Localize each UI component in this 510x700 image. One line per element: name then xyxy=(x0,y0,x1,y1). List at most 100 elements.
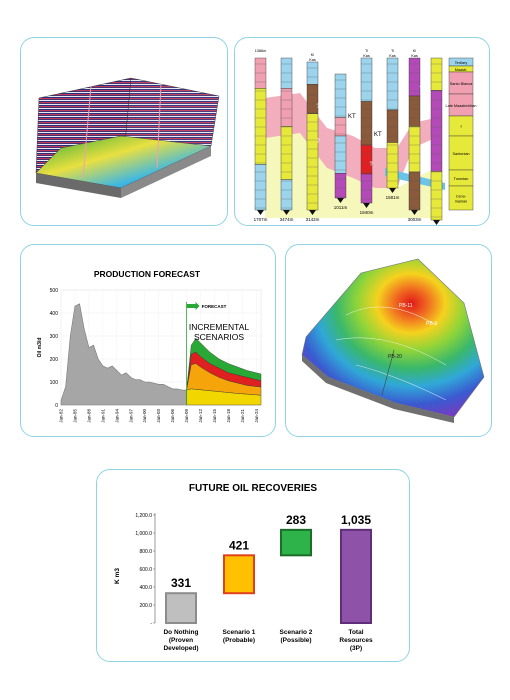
well-column-segment xyxy=(280,126,293,180)
production-forecast-chart: PRODUCTION FORECAST 0 100 200 300 400 500 Jan-… xyxy=(37,269,262,423)
well-column-segment xyxy=(360,57,373,102)
bar-value-label: 421 xyxy=(229,538,249,552)
x-tick-label: Jan-06 xyxy=(170,409,175,423)
y-tick-label: 400 xyxy=(50,311,59,317)
well-top-label: Ti xyxy=(365,49,368,53)
well-column-segment xyxy=(306,61,319,85)
x-tick-label: Jan-09 xyxy=(184,409,189,423)
x-tick-label: Jan-88 xyxy=(86,409,91,423)
well-column-segment xyxy=(386,142,399,189)
strat-label: ? xyxy=(460,125,462,129)
recovery-bar xyxy=(340,528,372,624)
well-top-label: Kas xyxy=(389,54,396,58)
x-tick-label: Jan-24 xyxy=(254,409,259,423)
well-column-segment xyxy=(334,117,347,137)
well-depth-label: 3142m xyxy=(306,217,320,222)
well-column-segment xyxy=(360,173,373,204)
x-tick-label: Jan-91 xyxy=(100,409,105,423)
production-forecast-panel: PRODUCTION FORECAST 0 100 200 300 400 500 Jan-… xyxy=(20,244,276,437)
y-tick-label: 200.0 xyxy=(139,603,152,609)
recovery-bar xyxy=(165,592,197,624)
question-mark: ? xyxy=(316,139,320,145)
strat-label: Ceno- xyxy=(456,195,467,199)
well-top-label: Ki xyxy=(311,53,315,57)
forecast-arrow xyxy=(186,302,200,310)
well-column-segment xyxy=(306,113,319,211)
x-tick-label: Jan-21 xyxy=(240,409,245,423)
history-series xyxy=(60,303,187,406)
well-depth-label: 1940m xyxy=(360,210,374,215)
x-tick-label: Jan-94 xyxy=(114,409,119,423)
category-label: Scenario 2 xyxy=(280,629,313,636)
well-base-arrow xyxy=(363,203,370,208)
well-column-segment xyxy=(254,57,267,89)
kt-label: KT xyxy=(374,132,382,138)
base-forecast-series xyxy=(186,388,262,406)
well-column-segment xyxy=(334,172,347,199)
well-column-segment xyxy=(430,171,443,221)
category-label: Resources xyxy=(339,637,373,644)
strat-label: manian xyxy=(455,200,467,204)
recoveries-ylabel: K m3 xyxy=(114,568,121,584)
well-top-label: Kas xyxy=(363,54,370,58)
well-top-label: Kas xyxy=(411,54,418,58)
well-column-segment xyxy=(334,73,347,118)
well-column-segment xyxy=(408,95,421,127)
well-column-segment xyxy=(408,171,421,211)
category-label: (Proven xyxy=(169,637,193,644)
well-column-segment xyxy=(280,179,293,211)
x-tick-label: Jan-12 xyxy=(198,409,203,423)
x-tick-label: Jan-85 xyxy=(72,409,77,423)
well-column-segment xyxy=(254,164,267,211)
y-tick-label: 400.0 xyxy=(139,585,152,591)
question-mark: ? xyxy=(316,104,320,110)
well-label-pb11: PB-11 xyxy=(399,303,413,309)
structure-map-image: PB-11 PB-20 PB-9 xyxy=(301,258,485,423)
structure-map-panel: PB-11 PB-20 PB-9 xyxy=(285,244,492,437)
category-label: Do Nothing xyxy=(163,629,198,636)
well-top-label: Ki xyxy=(413,49,417,53)
well-label-pb9: PB-9 xyxy=(426,321,437,327)
forecast-label: FORECAST xyxy=(202,304,227,309)
recoveries-title: FUTURE OIL RECOVERIES xyxy=(189,483,317,494)
y-tick-label: - xyxy=(150,621,152,627)
strat-label: Santonian xyxy=(452,152,469,156)
well-depth-label: 1581m xyxy=(386,195,400,200)
well-correlation-panel: 1707m3474m3142m1011m1940m1581m3003m3425m… xyxy=(234,37,490,226)
well-base-arrow xyxy=(433,220,440,225)
recovery-bar xyxy=(280,528,312,557)
well-column-segment xyxy=(280,57,293,89)
well-base-arrow xyxy=(337,198,344,203)
category-label: Developed) xyxy=(163,645,198,652)
question-mark: ? xyxy=(419,86,423,92)
well-base-arrow xyxy=(283,210,290,215)
bar-value-label: 283 xyxy=(286,513,306,527)
incremental-label: SCENARIOS xyxy=(194,332,244,342)
chart-title: PRODUCTION FORECAST xyxy=(94,269,201,279)
question-mark: ? xyxy=(369,162,373,168)
x-tick-label: Jan-82 xyxy=(59,409,64,423)
y-tick-label: 1,000.0 xyxy=(135,531,152,537)
well-column-segment xyxy=(386,57,399,111)
category-label: (Possible) xyxy=(280,637,311,644)
strat-label: Tertiary xyxy=(455,61,468,65)
strat-band xyxy=(448,135,474,171)
well-column-segment xyxy=(430,90,443,172)
seismic-cube-panel xyxy=(20,37,228,226)
category-label: (Probable) xyxy=(223,637,255,644)
seismic-cube-image xyxy=(35,77,220,198)
y-tick-label: 0 xyxy=(55,403,58,409)
y-axis-label: Oil m3/d xyxy=(37,338,43,358)
well-column-segment xyxy=(280,88,293,127)
well-column-segment xyxy=(360,144,373,175)
x-tick-label: Jan-97 xyxy=(128,409,133,423)
well-label-pb20: PB-20 xyxy=(388,354,402,360)
y-tick-label: 300 xyxy=(50,334,59,340)
well-depth-label: 1707m xyxy=(254,217,268,222)
well-depth-label: 3003m xyxy=(408,217,422,222)
y-tick-label: 100 xyxy=(50,380,59,386)
well-correlation-diagram: 1707m3474m3142m1011m1940m1581m3003m3425m… xyxy=(254,49,477,225)
x-tick-label: Jan-18 xyxy=(226,409,231,423)
strat-band xyxy=(448,185,474,211)
strat-label: Late Maastrichtian xyxy=(445,104,476,108)
